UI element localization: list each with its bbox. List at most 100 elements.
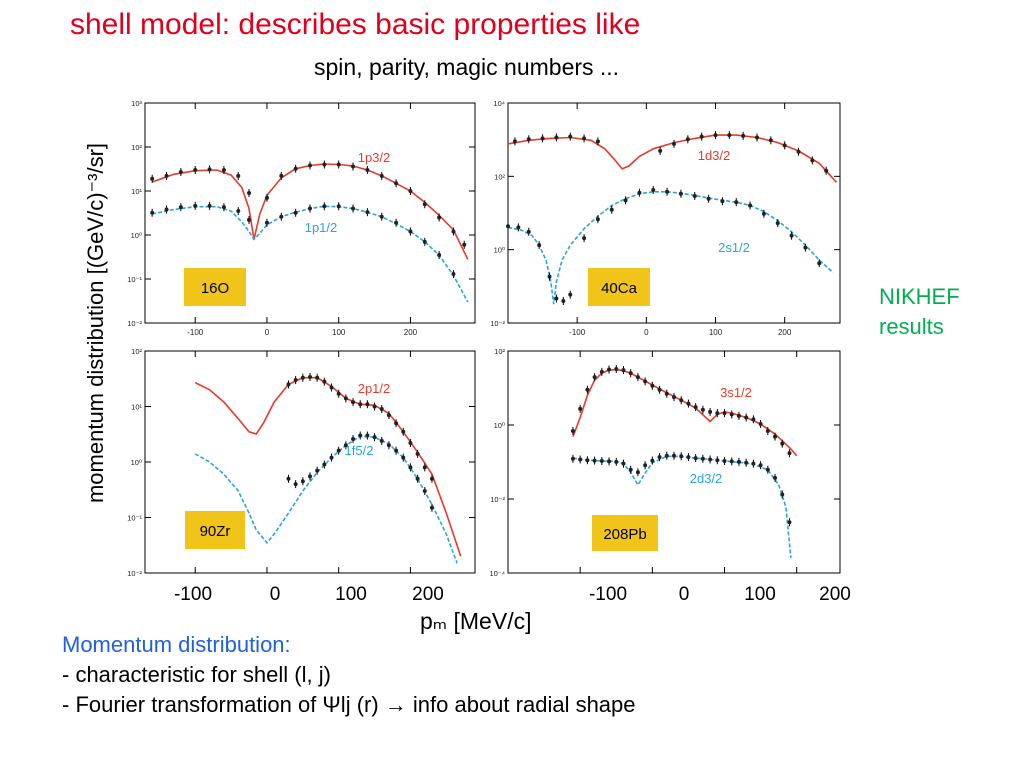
data-point <box>621 461 626 466</box>
data-point <box>570 456 575 461</box>
data-point <box>621 368 626 373</box>
data-point <box>722 459 727 464</box>
data-point <box>578 406 583 411</box>
data-point <box>236 173 241 178</box>
data-point <box>643 379 648 384</box>
data-point <box>207 203 212 208</box>
data-point <box>700 407 705 412</box>
data-point <box>150 176 155 181</box>
nucleus-box <box>184 268 246 306</box>
data-point <box>358 433 363 438</box>
notes-block: Momentum distribution: - characteristic … <box>62 630 636 720</box>
data-point <box>386 443 391 448</box>
data-point <box>595 217 600 222</box>
nucleus-label: 90Zr <box>200 523 231 540</box>
data-point <box>628 467 633 472</box>
y-tick-label: 10⁻² <box>127 569 142 578</box>
data-point <box>451 229 456 234</box>
chart-panel-zirconium: 10⁻² 10⁻¹ 10⁰ 10¹ 10² 2p1/2 1f5/2 90Zr <box>127 347 476 578</box>
data-point <box>789 233 794 238</box>
data-point <box>506 224 510 229</box>
data-point <box>637 190 642 195</box>
data-point <box>664 453 669 458</box>
data-point <box>336 391 341 396</box>
data-point <box>322 462 327 467</box>
data-point <box>686 455 691 460</box>
data-point <box>401 429 406 434</box>
data-point <box>247 191 252 196</box>
plot-frame <box>507 102 841 324</box>
data-point <box>561 299 566 304</box>
data-point <box>150 210 155 215</box>
data-point <box>336 448 341 453</box>
y-tick-label: 10¹ <box>131 403 142 412</box>
data-point <box>585 387 590 392</box>
data-point <box>422 489 427 494</box>
nucleus-label: 16O <box>201 280 229 297</box>
series-label: 3s1/2 <box>720 385 752 400</box>
data-point <box>379 438 384 443</box>
data-point <box>722 411 727 416</box>
data-point <box>623 198 628 203</box>
y-tick-label: 10³ <box>131 99 142 108</box>
data-point <box>672 453 676 458</box>
data-point <box>308 163 312 168</box>
data-point <box>429 476 434 481</box>
data-point <box>720 199 725 204</box>
data-point <box>422 465 427 470</box>
data-point <box>614 367 619 372</box>
y-tick-label: 10⁻¹ <box>127 514 142 523</box>
data-point <box>665 189 670 194</box>
data-point <box>765 467 770 472</box>
data-point <box>408 189 413 193</box>
data-point <box>300 375 305 380</box>
data-point <box>693 405 698 410</box>
fit-curve-lower <box>152 205 469 303</box>
chart-panel-lead: 10⁻⁴ 10⁻² 10⁰ 10² 3s1/2 2d3/2 208Pb <box>489 347 841 578</box>
data-point <box>751 417 756 422</box>
data-point <box>744 460 749 465</box>
data-point <box>300 479 305 484</box>
data-point <box>358 402 363 407</box>
data-point <box>755 135 759 140</box>
data-point <box>422 202 427 207</box>
data-point <box>540 136 545 141</box>
data-point <box>379 214 384 219</box>
data-point <box>279 214 284 219</box>
data-point <box>308 206 312 211</box>
data-point <box>401 455 406 460</box>
y-tick-label: 10⁻² <box>490 495 505 504</box>
data-point <box>221 205 226 210</box>
nucleus-box <box>592 515 658 551</box>
data-point <box>286 476 291 481</box>
y-tick-label: 10⁻⁴ <box>489 569 505 578</box>
y-tick-label: 10² <box>494 172 505 181</box>
notes-line: - characteristic for shell (l, j) <box>62 662 331 687</box>
nikhef-label-line: results <box>879 314 944 339</box>
plot-frame <box>144 102 476 324</box>
panel-x-tick-label: 100 <box>709 328 723 337</box>
data-point <box>643 463 648 468</box>
data-point <box>386 413 391 418</box>
data-point <box>207 167 212 172</box>
x-tick-label: 100 <box>744 584 776 605</box>
y-axis-label: momentum distribution [(GeV/c)⁻³/sr] <box>83 142 108 504</box>
data-point <box>658 148 663 153</box>
data-point <box>236 209 241 214</box>
data-point <box>727 133 732 138</box>
data-point <box>729 459 734 464</box>
data-point <box>315 375 320 380</box>
data-point <box>351 400 356 405</box>
data-point <box>582 136 587 141</box>
y-tick-label: 10⁻¹ <box>127 275 142 284</box>
data-point <box>599 459 604 464</box>
y-tick-label: 10⁻² <box>127 319 142 328</box>
x-tick-label: 200 <box>412 584 444 605</box>
data-point <box>734 200 739 205</box>
data-point <box>415 476 420 481</box>
y-tick-label: 10² <box>131 347 142 356</box>
data-point <box>451 271 456 276</box>
chart-panel-oxygen: -100 0 100 200 10⁻² 10⁻¹ 10⁰ 10¹ 10² 10³ 1p3/2 1p1/… <box>127 99 476 337</box>
panel-x-tick-label: 0 <box>644 328 649 337</box>
data-point <box>336 204 341 209</box>
